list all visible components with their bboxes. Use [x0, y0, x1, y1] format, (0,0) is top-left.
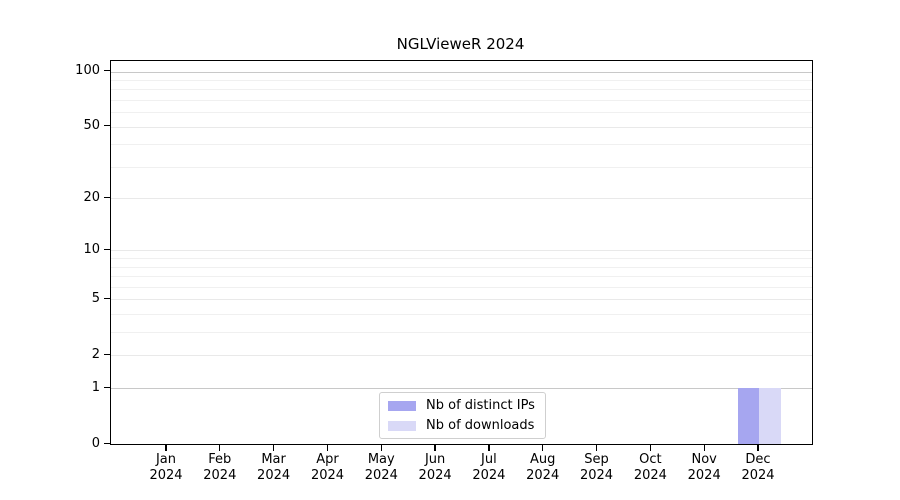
x-tick-label: Jan 2024: [149, 452, 183, 483]
x-tick-label: Mar 2024: [257, 452, 291, 483]
gridline-minor: [111, 99, 812, 101]
x-tick-mark: [219, 444, 221, 451]
gridline-minor: [111, 314, 812, 316]
legend-item-downloads: Nb of downloads: [388, 417, 535, 434]
gridline: [111, 198, 812, 200]
x-tick-label: Dec 2024: [741, 452, 775, 483]
legend-swatch-downloads: [388, 420, 416, 431]
plot-area: Nb of distinct IPs Nb of downloads: [110, 60, 813, 445]
x-tick-mark: [380, 444, 382, 451]
x-tick-mark: [542, 444, 544, 451]
y-tick-label: 5: [91, 290, 100, 306]
legend-label-distinct-ips: Nb of distinct IPs: [426, 398, 535, 413]
gridline: [111, 299, 812, 301]
gridline-minor: [111, 286, 812, 288]
x-tick-label: Nov 2024: [687, 452, 721, 483]
legend-swatch-distinct-ips: [388, 400, 416, 411]
y-tick-mark: [104, 248, 110, 251]
legend: Nb of distinct IPs Nb of downloads: [379, 392, 546, 439]
x-tick-label: Oct 2024: [633, 452, 667, 483]
x-tick-mark: [595, 444, 598, 451]
x-tick-label: Apr 2024: [310, 452, 345, 483]
x-tick-mark: [434, 444, 436, 451]
x-tick-label: Jun 2024: [418, 452, 452, 483]
x-tick-label: Sep 2024: [579, 452, 614, 483]
gridline: [111, 250, 812, 252]
y-tick-mark: [104, 386, 110, 388]
gridline-minor: [111, 266, 812, 268]
gridline-minor: [111, 79, 812, 81]
legend-label-downloads: Nb of downloads: [426, 418, 535, 433]
y-tick-label: 2: [91, 346, 100, 362]
x-tick-mark: [165, 444, 167, 451]
y-tick-mark: [104, 353, 110, 356]
gridline: [111, 71, 812, 73]
x-tick-mark: [649, 444, 652, 451]
y-tick-mark: [104, 297, 110, 300]
y-tick-mark: [104, 196, 110, 199]
gridline: [111, 355, 812, 357]
bar-dec-1: [759, 388, 781, 444]
y-tick-label: 10: [83, 241, 100, 257]
gridline-minor: [111, 112, 812, 114]
gridline-minor: [111, 276, 812, 278]
x-tick-mark: [703, 444, 705, 451]
y-tick-mark: [104, 70, 110, 72]
gridline-minor: [111, 258, 812, 260]
y-tick-label: 100: [75, 63, 100, 78]
x-tick-mark: [326, 444, 329, 451]
x-tick-mark: [757, 444, 759, 451]
x-tick-label: Jul 2024: [472, 452, 506, 483]
legend-item-distinct-ips: Nb of distinct IPs: [388, 397, 535, 414]
chart-title: NGLVieweR 2024: [396, 35, 525, 53]
y-tick-mark: [104, 442, 110, 444]
y-tick-label: 50: [83, 118, 100, 134]
gridline-minor: [111, 332, 812, 334]
gridline-minor: [111, 89, 812, 91]
x-tick-label: Aug 2024: [526, 452, 560, 483]
y-tick-label: 0: [91, 435, 100, 451]
x-tick-label: Feb 2024: [203, 452, 237, 483]
x-tick-mark: [488, 444, 490, 451]
bar-dec-0: [737, 388, 759, 444]
x-tick-mark: [272, 444, 275, 451]
gridline: [111, 126, 812, 128]
y-tick-label: 20: [83, 189, 100, 205]
y-tick-mark: [104, 125, 110, 127]
gridline: [111, 388, 812, 390]
gridline-minor: [111, 144, 812, 146]
gridline-minor: [111, 166, 812, 168]
x-tick-label: May 2024: [364, 452, 398, 483]
y-tick-label: 1: [91, 379, 100, 395]
